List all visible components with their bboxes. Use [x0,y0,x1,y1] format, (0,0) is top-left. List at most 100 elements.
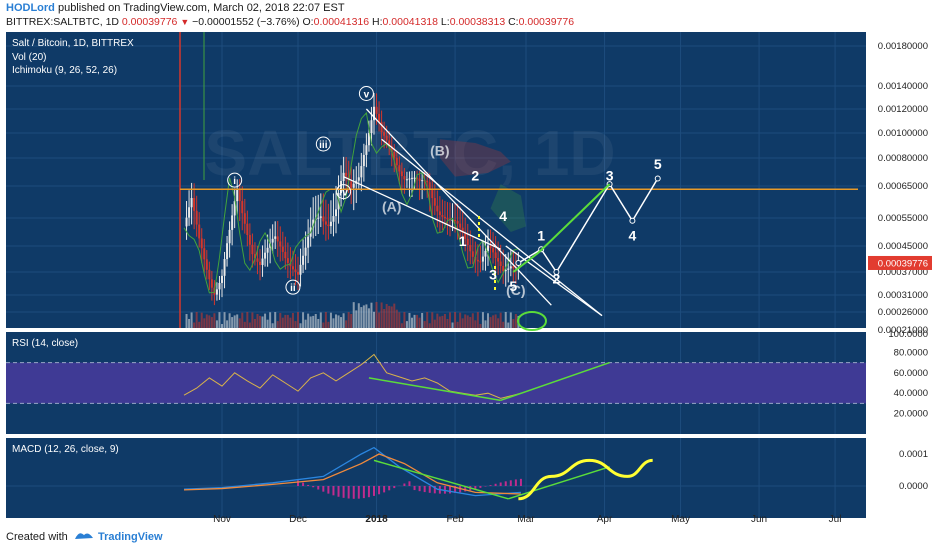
volume-bar [395,309,398,328]
wave-label: (B) [430,143,449,159]
candle-body [405,179,408,181]
wave-label: 5 [509,278,517,294]
volume-bar [436,313,439,328]
candle-body [208,269,211,280]
candle-body [393,151,396,158]
candle-body [266,247,269,253]
candle-body [494,252,497,259]
volume-bar [421,312,424,328]
close-value: 0.00039776 [518,16,575,28]
volume-bar [360,307,363,328]
price-tick-label: 0.00031000 [878,290,928,301]
volume-bar [269,312,272,328]
volume-bar [403,312,406,328]
macd-histogram-bar [332,486,335,496]
macd-histogram-bar [337,486,340,497]
high-label: H: [372,16,383,28]
candle-body [514,268,517,270]
macd-histogram-bar [297,480,299,486]
candle-body [383,132,386,136]
price-tick-label: 0.00055000 [878,213,928,224]
candle-body [302,255,305,265]
wedge-line [505,245,603,317]
price-tick-label: 0.00021000 [878,325,928,336]
wave-label: 1 [537,227,545,243]
volume-bar [297,312,299,328]
candle-body [281,246,284,252]
macd-projection-curve [518,458,653,501]
wave-label: 2 [553,271,561,287]
volume-bar [304,319,307,328]
candle-body [471,251,474,257]
time-tick-label: 2018 [365,514,388,524]
rsi-tick-label: 100.0000 [888,329,928,340]
volume-bar [299,323,302,328]
candle-body [261,258,264,265]
candle-body [251,244,254,255]
candle-body [205,259,208,270]
volume-bar [514,313,517,328]
volume-bar [243,321,246,328]
volume-bar [390,306,393,328]
candle-body [218,282,221,290]
candle-body [370,120,373,134]
wave-label: (A) [382,199,401,215]
volume-bar [307,313,310,328]
volume-bar [195,312,198,328]
macd-signal-line [183,453,521,495]
candle-body [400,171,403,177]
volume-bar [400,323,403,328]
macd-histogram-bar [362,486,365,499]
author-link[interactable]: HODLord [6,2,55,14]
candle-body [223,259,226,276]
volume-indicator-label: Vol (20) [12,52,46,63]
volume-bar [504,312,507,328]
candle-body [466,238,469,245]
macd-histogram-bar [352,486,355,499]
tradingview-logo-icon[interactable] [74,529,94,544]
candle-body [284,251,287,259]
volume-bar [221,324,223,328]
candle-body [436,205,439,212]
volume-bar [507,322,510,328]
price-tick-label: 0.00065000 [878,181,928,192]
volume-bar [279,312,282,328]
volume-bar [418,317,421,328]
candle-body [312,219,315,228]
chart-area[interactable]: SALTBTC, 1Diiiiiiivv(A)(B)(C)12345123450… [0,30,932,524]
projection-point [629,217,636,224]
rsi-tick-label: 60.0000 [894,368,928,379]
high-value: 0.00041318 [382,16,438,28]
yellow-marker [494,273,496,276]
candle-body [418,178,421,181]
tradingview-brand[interactable]: TradingView [98,531,163,543]
volume-bar [512,319,515,328]
macd-trend-line [508,466,610,500]
volume-bar [479,323,482,328]
wedge-line [343,176,501,250]
candle-body [443,216,446,219]
volume-bar [274,312,277,328]
wave-label-circle [227,172,243,188]
macd-histogram-bar [413,486,416,491]
price-tick-label: 0.00045000 [878,241,928,252]
volume-bar [322,322,325,328]
candle-body [362,154,365,167]
wave-label: 3 [489,267,497,283]
candle-body [289,262,292,267]
candle-body [188,207,191,218]
candle-body [185,217,188,227]
volume-bar [461,318,464,328]
volume-bar [438,316,441,328]
last-price: 0.00039776 [121,16,178,28]
volume-bar [208,315,211,328]
volume-bar [385,303,388,328]
rsi-panel-title: RSI (14, close) [12,338,78,349]
candle-body [375,106,378,114]
volume-bar [188,318,191,328]
candle-body [456,221,459,224]
volume-bar [350,313,353,328]
candle-body [464,232,467,239]
candle-body [441,215,444,217]
candle-body [380,122,383,133]
